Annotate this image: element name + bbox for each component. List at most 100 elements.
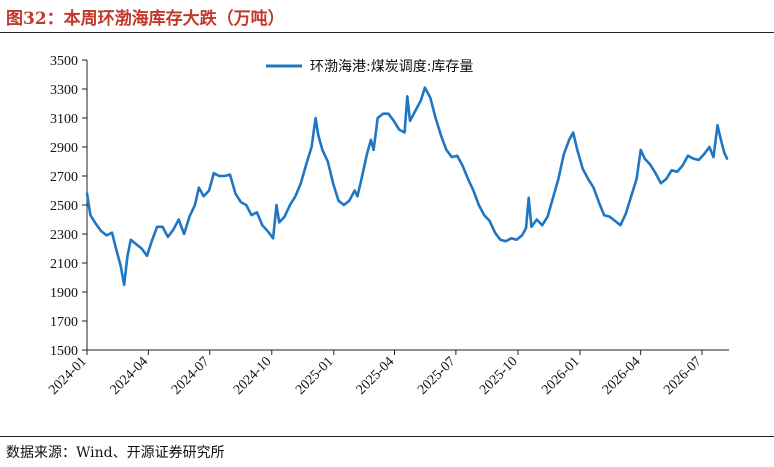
x-tick-label: 2026-01 xyxy=(539,354,583,398)
data-point xyxy=(547,216,549,218)
data-point xyxy=(366,153,368,155)
data-point xyxy=(462,165,464,167)
data-point xyxy=(478,204,480,206)
data-point xyxy=(188,216,191,218)
data-point xyxy=(300,182,302,184)
data-point xyxy=(636,178,638,180)
data-point xyxy=(598,201,600,203)
x-tick-label: 2026-07 xyxy=(661,354,705,398)
data-point xyxy=(505,240,507,242)
data-point xyxy=(456,155,458,157)
data-point xyxy=(203,195,205,197)
x-tick-label: 2025-01 xyxy=(293,354,337,398)
data-point xyxy=(123,284,125,286)
data-point xyxy=(720,139,722,141)
data-point xyxy=(360,178,363,180)
data-point xyxy=(681,165,684,167)
data-point xyxy=(250,214,253,216)
data-point xyxy=(95,223,97,225)
data-point xyxy=(510,237,512,239)
data-point xyxy=(194,204,196,206)
data-point xyxy=(272,237,274,239)
series-line xyxy=(85,86,729,287)
data-point xyxy=(516,239,518,241)
data-point xyxy=(528,197,530,199)
data-point xyxy=(218,175,220,177)
data-point xyxy=(126,255,129,257)
data-point xyxy=(327,160,329,163)
data-point xyxy=(557,178,560,180)
x-tick-label: 2024-07 xyxy=(169,354,213,398)
data-point xyxy=(429,97,431,99)
data-point xyxy=(311,146,313,148)
data-point xyxy=(530,226,533,228)
data-point xyxy=(665,178,667,180)
data-point xyxy=(146,255,148,257)
data-point xyxy=(111,232,113,234)
y-tick-label: 2900 xyxy=(50,141,78,156)
x-tick-label: 2024-10 xyxy=(231,354,275,398)
data-point xyxy=(703,153,705,155)
data-point xyxy=(106,234,108,236)
data-point xyxy=(156,226,158,228)
data-point xyxy=(726,158,728,160)
data-point xyxy=(445,149,447,151)
data-point xyxy=(489,220,491,222)
data-point xyxy=(521,234,523,236)
data-point xyxy=(370,139,372,141)
data-point xyxy=(305,163,307,165)
data-point xyxy=(86,192,88,194)
y-tick-label: 2700 xyxy=(50,170,78,185)
data-point xyxy=(183,233,185,235)
data-point xyxy=(572,131,574,134)
data-point xyxy=(256,211,258,213)
data-point xyxy=(483,214,485,216)
data-point xyxy=(240,201,242,203)
data-point xyxy=(321,149,323,151)
data-point xyxy=(387,113,389,115)
data-point xyxy=(660,182,662,184)
data-point xyxy=(614,220,616,222)
data-point xyxy=(393,120,395,122)
data-point xyxy=(494,232,496,234)
data-point xyxy=(213,172,215,174)
y-tick-label: 3300 xyxy=(50,83,78,98)
data-point xyxy=(563,153,565,155)
y-tick-label: 1500 xyxy=(50,344,78,359)
data-point xyxy=(404,131,406,134)
data-point xyxy=(440,134,442,136)
data-point xyxy=(609,216,611,218)
data-point xyxy=(472,189,474,192)
data-point xyxy=(671,169,673,171)
figure-title: 图32：本周环渤海库存大跌（万吨） xyxy=(6,9,285,29)
data-point xyxy=(178,218,180,221)
data-point xyxy=(625,213,627,215)
data-point xyxy=(576,149,578,151)
y-tick-label: 2100 xyxy=(50,257,78,272)
data-point xyxy=(587,178,589,180)
data-point xyxy=(130,239,132,241)
data-point xyxy=(467,178,469,180)
data-point xyxy=(451,156,453,158)
data-point xyxy=(261,224,263,226)
series-layer xyxy=(85,86,729,287)
data-point xyxy=(382,113,384,115)
data-point xyxy=(354,189,356,192)
data-point xyxy=(284,216,286,218)
data-point xyxy=(337,200,340,202)
data-point xyxy=(89,214,91,216)
data-point xyxy=(723,152,725,154)
data-point xyxy=(398,129,400,131)
data-point xyxy=(592,187,595,189)
data-point xyxy=(100,230,102,232)
data-point xyxy=(135,243,137,245)
data-point xyxy=(294,195,296,197)
data-point xyxy=(603,214,605,216)
data-point xyxy=(198,187,200,189)
y-tick-label: 3100 xyxy=(50,112,78,127)
legend-label: 环渤海港:煤炭调度:库存量 xyxy=(310,59,473,75)
source-note: 数据来源：Wind、开源证券研究所 xyxy=(6,445,225,461)
data-point xyxy=(640,149,642,151)
x-tick-label: 2026-04 xyxy=(600,354,644,398)
data-point xyxy=(267,230,269,232)
